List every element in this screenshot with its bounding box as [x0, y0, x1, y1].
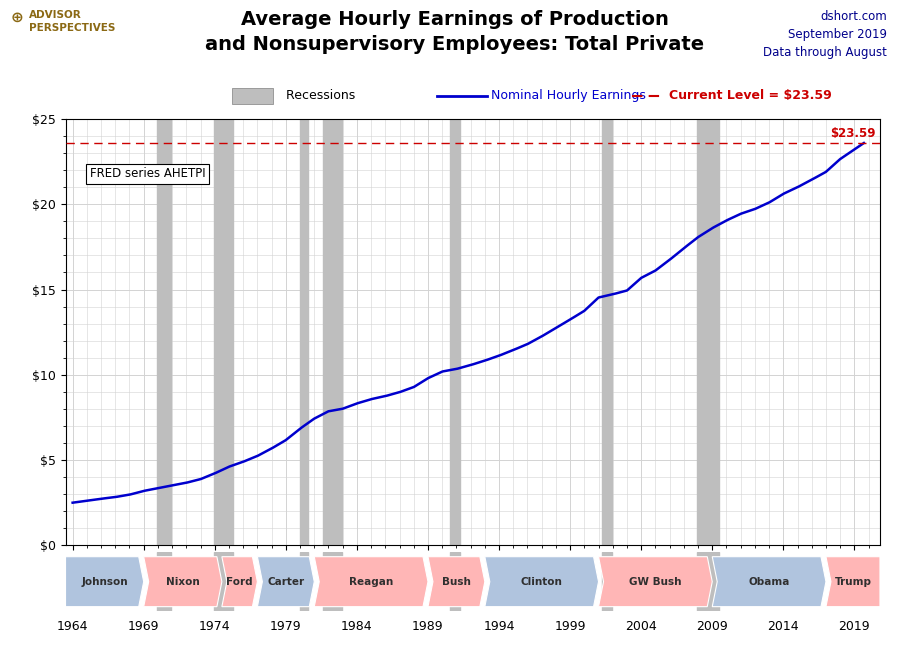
- Text: 1974: 1974: [199, 620, 230, 633]
- Polygon shape: [258, 557, 314, 607]
- Text: Trump: Trump: [834, 576, 872, 587]
- Text: Average Hourly Earnings of Production
and Nonsupervisory Employees: Total Privat: Average Hourly Earnings of Production an…: [206, 10, 704, 54]
- Polygon shape: [428, 557, 485, 607]
- Bar: [300, 552, 308, 611]
- Text: dshort.com
September 2019
Data through August: dshort.com September 2019 Data through A…: [763, 10, 887, 59]
- Text: Ford: Ford: [227, 576, 253, 587]
- Text: Johnson: Johnson: [81, 576, 128, 587]
- Text: Recessions: Recessions: [278, 89, 355, 102]
- Text: 1979: 1979: [270, 620, 301, 633]
- Text: 1969: 1969: [128, 620, 159, 633]
- Text: 2019: 2019: [839, 620, 870, 633]
- Bar: [697, 552, 719, 611]
- Text: 2009: 2009: [696, 620, 728, 633]
- Text: Reagan: Reagan: [349, 576, 393, 587]
- Bar: [157, 552, 171, 611]
- Bar: [214, 119, 233, 545]
- Text: 2004: 2004: [625, 620, 657, 633]
- Polygon shape: [222, 557, 258, 607]
- Bar: [322, 119, 341, 545]
- Text: Clinton: Clinton: [521, 576, 562, 587]
- Text: ADVISOR
PERSPECTIVES: ADVISOR PERSPECTIVES: [29, 10, 116, 33]
- Text: GW Bush: GW Bush: [629, 576, 682, 587]
- Bar: [602, 552, 612, 611]
- Text: Current Level = $23.59: Current Level = $23.59: [669, 89, 832, 102]
- Text: $23.59: $23.59: [830, 127, 875, 140]
- Bar: [214, 552, 233, 611]
- Text: 2014: 2014: [767, 620, 799, 633]
- Text: 1984: 1984: [341, 620, 373, 633]
- Bar: [450, 119, 460, 545]
- Text: FRED series AHETPI: FRED series AHETPI: [90, 167, 206, 180]
- Polygon shape: [826, 557, 880, 607]
- Text: 1964: 1964: [57, 620, 88, 633]
- Polygon shape: [599, 557, 713, 607]
- Bar: [322, 552, 341, 611]
- Text: 1989: 1989: [412, 620, 444, 633]
- Text: Nixon: Nixon: [166, 576, 199, 587]
- Bar: [300, 119, 308, 545]
- Bar: [157, 119, 171, 545]
- Polygon shape: [485, 557, 599, 607]
- Text: Nominal Hourly Earnings: Nominal Hourly Earnings: [491, 89, 646, 102]
- Polygon shape: [713, 557, 826, 607]
- Polygon shape: [314, 557, 428, 607]
- Text: 1994: 1994: [483, 620, 515, 633]
- Text: 1999: 1999: [554, 620, 586, 633]
- Text: ⊕: ⊕: [11, 10, 24, 25]
- Text: Carter: Carter: [268, 576, 305, 587]
- Polygon shape: [66, 557, 144, 607]
- Text: Bush: Bush: [442, 576, 470, 587]
- Bar: [602, 119, 612, 545]
- Bar: [450, 552, 460, 611]
- Polygon shape: [144, 557, 222, 607]
- Bar: [697, 119, 719, 545]
- Text: Obama: Obama: [748, 576, 790, 587]
